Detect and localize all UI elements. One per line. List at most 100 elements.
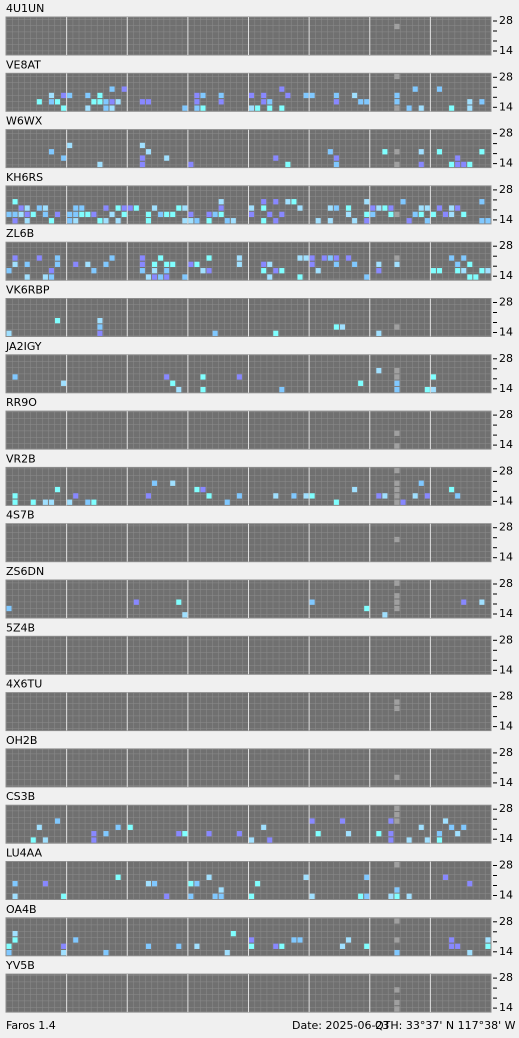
activity-cell: [267, 261, 273, 268]
activity-cell: [152, 881, 158, 887]
activity-cell: [236, 374, 242, 380]
band-bottom-label: 14: [499, 438, 513, 451]
station-panel: W6WX 28 14: [5, 115, 513, 170]
activity-cell: [139, 261, 145, 268]
activity-cell: [424, 837, 430, 843]
activity-cell: [115, 874, 121, 880]
activity-cell: [73, 211, 79, 218]
activity-cell: [485, 218, 491, 224]
activity-cell: [376, 831, 382, 837]
activity-cell: [61, 949, 67, 956]
activity-cell: [97, 99, 103, 105]
activity-cell: [309, 493, 315, 499]
activity-cell: [297, 255, 303, 261]
activity-cell: [206, 218, 212, 224]
band-top-label: 28: [499, 690, 513, 703]
activity-cell: [273, 199, 279, 205]
activity-cell: [24, 274, 30, 280]
activity-cell: [309, 255, 315, 261]
activity-cell: [164, 261, 170, 268]
activity-cell: [249, 893, 255, 899]
activity-cell: [424, 205, 430, 211]
activity-cell: [212, 330, 218, 336]
time-cell: [394, 705, 400, 712]
activity-cell: [346, 937, 352, 943]
activity-cell: [139, 255, 145, 261]
activity-cell: [249, 943, 255, 949]
activity-cell: [188, 261, 194, 268]
activity-cell: [376, 261, 382, 268]
band-bottom-label: 14: [499, 44, 513, 57]
activity-cell: [333, 99, 339, 105]
activity-cell: [430, 386, 436, 393]
activity-cell: [188, 161, 194, 168]
station-panel: 5Z4B 28 14: [5, 621, 513, 676]
activity-cell: [352, 218, 358, 224]
activity-cell: [91, 99, 97, 105]
activity-cell: [358, 99, 364, 105]
activity-cell: [388, 893, 394, 899]
activity-cell: [145, 274, 151, 280]
activity-cell: [467, 881, 473, 887]
activity-cell: [85, 261, 91, 268]
activity-cell: [12, 211, 18, 218]
activity-cell: [273, 493, 279, 499]
time-cell: [394, 480, 400, 486]
activity-cell: [12, 218, 18, 224]
activity-cell: [97, 330, 103, 336]
activity-cell: [261, 261, 267, 268]
station-panel: 4S7B 28 14: [5, 509, 513, 564]
activity-cell: [479, 268, 485, 274]
activity-cell: [249, 205, 255, 211]
activity-cell: [18, 205, 24, 211]
activity-cell: [115, 205, 121, 211]
activity-cell: [418, 211, 424, 218]
band-bottom-label: 14: [499, 157, 513, 170]
activity-cell: [152, 268, 158, 274]
activity-cell: [315, 831, 321, 837]
activity-cell: [436, 149, 442, 155]
activity-cell: [267, 274, 273, 280]
time-cell: [394, 987, 400, 993]
activity-cell: [73, 205, 79, 211]
activity-cell: [418, 149, 424, 155]
activity-cell: [218, 211, 224, 218]
band-top-label: 28: [499, 802, 513, 815]
activity-cell: [158, 255, 164, 261]
time-cell: [394, 149, 400, 155]
activity-cell: [461, 599, 467, 605]
activity-cell: [449, 105, 455, 111]
activity-cell: [364, 874, 370, 880]
time-cell: [394, 699, 400, 705]
activity-cell: [176, 205, 182, 211]
activity-cell: [182, 612, 188, 618]
activity-cell: [455, 161, 461, 168]
band-bottom-label: 14: [499, 213, 513, 226]
activity-cell: [194, 943, 200, 949]
activity-cell: [467, 105, 473, 111]
activity-cell: [461, 211, 467, 218]
activity-cell: [406, 893, 412, 899]
activity-cell: [212, 211, 218, 218]
activity-cell: [370, 211, 376, 218]
band-bottom-label: 14: [499, 832, 513, 845]
activity-cell: [352, 92, 358, 99]
activity-cell: [267, 837, 273, 843]
time-cell: [394, 1006, 400, 1012]
station-panel: YV5B 28 14: [5, 959, 513, 1014]
activity-cell: [388, 837, 394, 843]
activity-cell: [200, 374, 206, 380]
activity-cell: [30, 837, 36, 843]
activity-cell: [97, 218, 103, 224]
activity-cell: [261, 824, 267, 831]
activity-cell: [188, 881, 194, 887]
band-bottom-label: 14: [499, 382, 513, 395]
activity-cell: [24, 205, 30, 211]
activity-cell: [30, 499, 36, 505]
station-name: KH6RS: [6, 171, 43, 184]
activity-cell: [455, 493, 461, 499]
activity-cell: [327, 205, 333, 211]
station-panel: LU4AA 28 14: [5, 847, 513, 902]
band-top-label: 28: [499, 971, 513, 984]
activity-cell: [91, 837, 97, 843]
